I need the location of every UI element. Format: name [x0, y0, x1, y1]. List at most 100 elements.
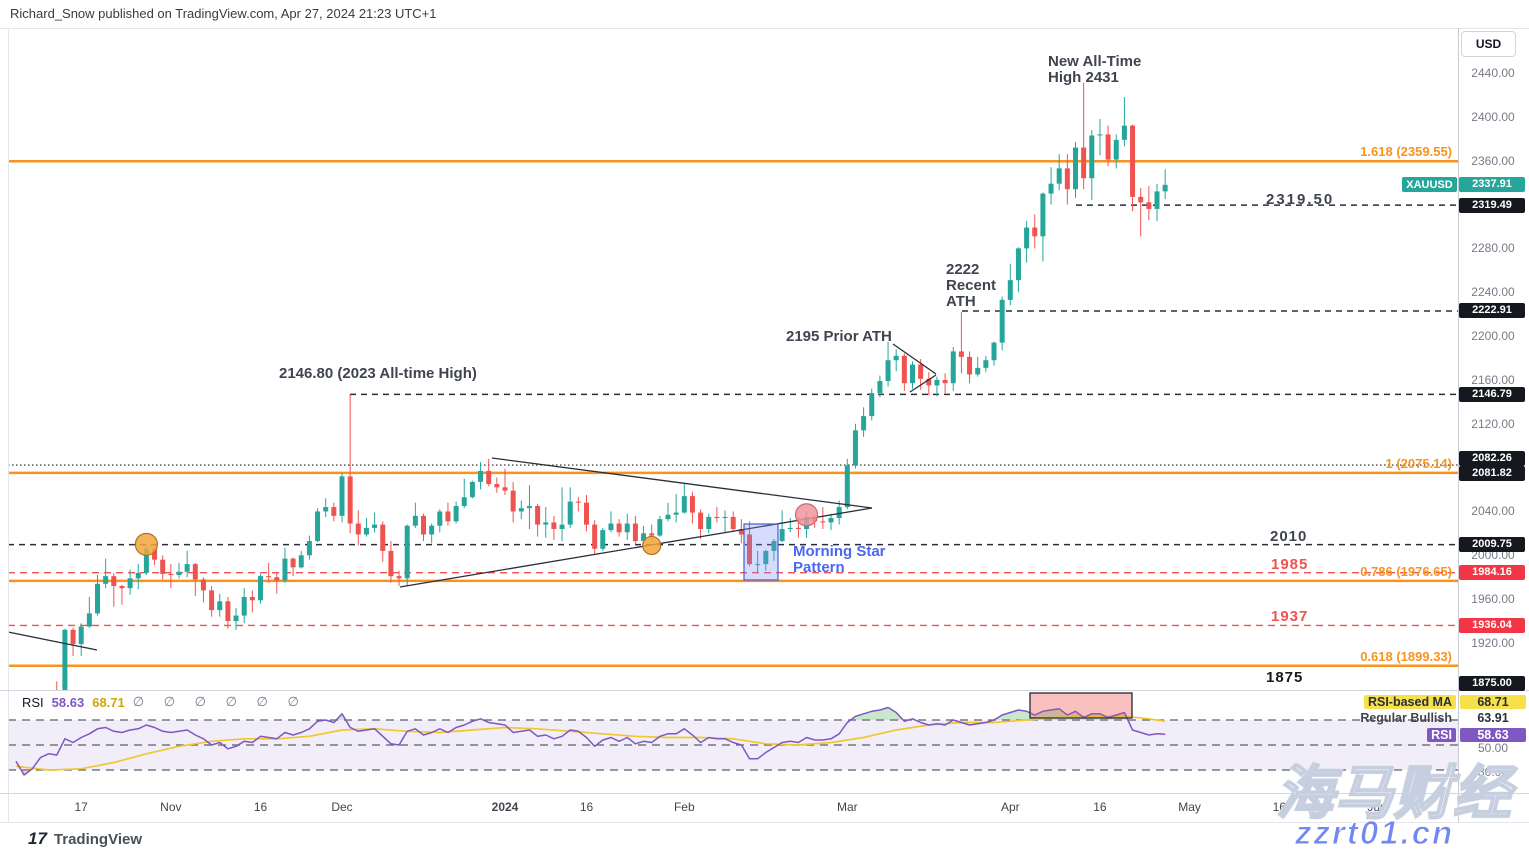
candle-body [975, 367, 981, 375]
candle-body [1007, 280, 1013, 300]
rsi-overbought-box-outline[interactable] [1029, 692, 1133, 719]
candle-body [649, 533, 655, 536]
candle-body [999, 299, 1005, 343]
rsi-line [15, 706, 1166, 776]
candle-body [771, 541, 777, 551]
candle-body [1040, 193, 1046, 237]
candle-body [787, 527, 793, 529]
candle-body [779, 529, 785, 542]
frame-top [0, 28, 1529, 29]
candle-body [70, 629, 76, 645]
candle-body [893, 355, 899, 361]
byline: Richard_Snow published on TradingView.co… [10, 6, 437, 21]
candle-body [852, 430, 858, 466]
candle-body [168, 573, 174, 576]
candle-body [1154, 191, 1160, 209]
candle-body [249, 596, 255, 601]
candle-body [1089, 135, 1095, 179]
time-axis-divider[interactable] [0, 793, 1529, 794]
candle-body [1073, 147, 1078, 190]
candle-body [1130, 125, 1136, 197]
rsi-legend[interactable]: RSI 58.63 68.71 ∅ ∅ ∅ ∅ ∅ ∅ [22, 694, 307, 710]
candle-body [323, 507, 329, 512]
tradingview-logo-icon: 17 [28, 829, 47, 848]
candle-body [641, 533, 647, 542]
marker-circle-0[interactable] [134, 532, 158, 556]
candle-body [584, 502, 589, 525]
candle-body [1097, 134, 1103, 136]
candle-body [412, 515, 418, 526]
candle-body [298, 555, 304, 568]
candle-body [673, 512, 679, 515]
candle-body [877, 381, 883, 394]
candle-body [632, 523, 638, 542]
trendline-0[interactable] [8, 631, 98, 651]
marker-circle-2[interactable] [794, 503, 819, 527]
candle-body [510, 490, 516, 512]
candle-body [429, 525, 435, 535]
candle-body [869, 393, 875, 417]
candle-body [1146, 202, 1152, 209]
candle-body [1064, 168, 1070, 190]
candle-body [502, 487, 508, 491]
candle-body [372, 524, 378, 528]
candle-body [1056, 168, 1062, 184]
frame-bottom [0, 822, 1529, 823]
trendline-3[interactable] [892, 343, 937, 375]
trendline-2[interactable] [399, 507, 873, 588]
candle-body [363, 527, 369, 535]
candle-body [885, 360, 891, 382]
rsi-overbought-fill-2 [850, 707, 904, 720]
candle-body [559, 524, 565, 529]
candle-body [518, 508, 524, 512]
candle-body [543, 522, 549, 525]
candle-body [624, 523, 630, 533]
candle-body [437, 511, 443, 526]
candle-body [478, 470, 484, 482]
candle-body [315, 511, 321, 542]
candle-body [86, 613, 92, 627]
rsi-indicator-name[interactable]: RSI [22, 694, 44, 710]
candle-body [200, 579, 206, 591]
price-axis-divider[interactable] [1458, 28, 1459, 822]
candle-body [1162, 184, 1168, 192]
currency-usd-button[interactable]: USD [1461, 31, 1516, 57]
candle-body [241, 596, 247, 616]
candle-body [445, 511, 451, 522]
marker-circle-1[interactable] [642, 535, 662, 556]
candle-body [730, 516, 736, 529]
candle-body [184, 564, 190, 572]
candle-body [910, 364, 915, 384]
candle-body [926, 378, 932, 386]
candle-body [689, 496, 695, 513]
candle-body [192, 564, 198, 580]
candle-body [861, 416, 867, 431]
rsi-panel-divider[interactable] [0, 690, 1529, 691]
candle-body [388, 550, 394, 577]
candle-body [453, 505, 459, 522]
trendline-1[interactable] [491, 457, 873, 509]
candle-body [535, 505, 541, 525]
candle-body [747, 534, 752, 565]
candle-body [551, 522, 557, 529]
candle-body [127, 578, 133, 589]
candle-body [983, 360, 989, 368]
candle-body [486, 470, 492, 485]
candle-body [421, 515, 426, 535]
candle-body [901, 355, 907, 384]
candle-body [62, 629, 68, 690]
rsi-value: 58.63 [51, 694, 85, 710]
morning-star-box[interactable] [743, 523, 779, 581]
candle-body [339, 476, 345, 516]
candle-body [266, 576, 272, 578]
candle-body [1015, 248, 1021, 281]
candle-body [103, 576, 109, 584]
candle-body [290, 558, 296, 568]
hidden-values-icons[interactable]: ∅ ∅ ∅ ∅ ∅ ∅ [132, 694, 307, 709]
candle-body [820, 521, 826, 523]
candle-body [1081, 147, 1087, 179]
tradingview-logo[interactable]: 17 TradingView [28, 829, 142, 849]
candle-body [143, 548, 149, 573]
trendline-4[interactable] [909, 374, 937, 393]
